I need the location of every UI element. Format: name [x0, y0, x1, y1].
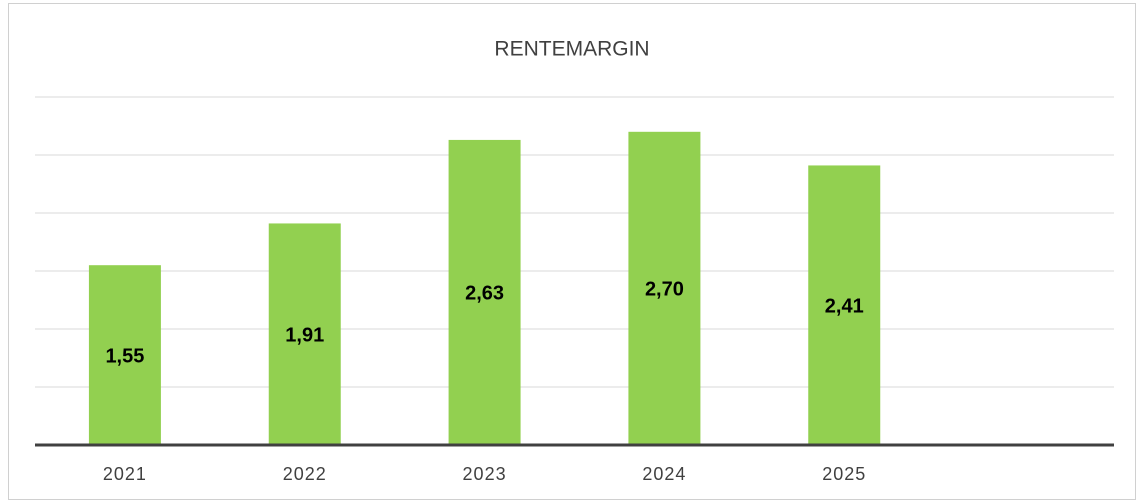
data-label: 1,55 [105, 345, 144, 367]
bar [808, 165, 881, 445]
bar [88, 265, 161, 445]
bar [448, 139, 521, 446]
data-label: 2,63 [465, 283, 504, 305]
data-label: 2,70 [645, 279, 684, 301]
x-tick-label: 2021 [103, 464, 147, 484]
x-tick-label: 2024 [642, 464, 686, 484]
chart-title: RENTEMARGIN [494, 38, 649, 61]
x-tick-label: 2025 [822, 464, 866, 484]
x-tick-label: 2023 [463, 464, 507, 484]
chart-frame [8, 3, 1136, 500]
bar [628, 131, 701, 446]
data-label: 1,91 [285, 325, 324, 347]
x-tick-label: 2022 [283, 464, 327, 484]
data-label: 2,41 [825, 296, 864, 318]
bar [268, 223, 341, 445]
